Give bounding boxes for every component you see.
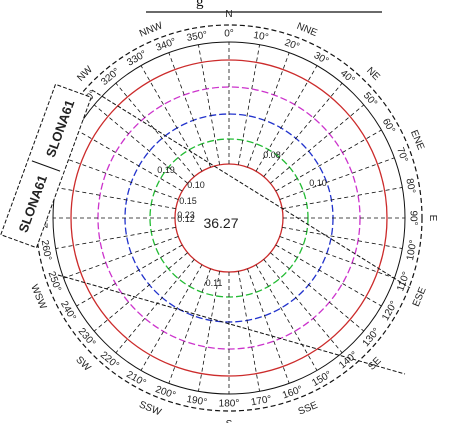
degree-label: 100° [405, 239, 419, 261]
degree-label: 250° [46, 270, 63, 293]
ring-frequency-label: 0.10 [187, 180, 205, 190]
spoke-line [237, 44, 260, 165]
degree-label: 0° [224, 29, 234, 40]
spoke-line [76, 244, 183, 307]
cardinal-label: SW [73, 354, 93, 374]
spoke-line [198, 44, 221, 165]
degree-label: 180° [219, 399, 240, 410]
spoke-line [63, 157, 179, 200]
spoke-line [63, 236, 179, 279]
spoke-line [270, 252, 365, 332]
spoke-line [115, 82, 195, 177]
spoke-line [140, 264, 203, 371]
spoke-line [168, 52, 211, 168]
degree-label: 330° [125, 49, 148, 69]
spoke-line [168, 268, 211, 384]
ring-frequency-label: 0.12 [177, 214, 195, 224]
spoke-line [55, 187, 176, 210]
spoke-line [93, 104, 188, 184]
spoke-line [140, 65, 203, 172]
spoke-line [76, 129, 183, 192]
spoke-line [237, 271, 260, 392]
degree-label: 170° [250, 394, 272, 408]
cardinal-label: SSW [137, 399, 163, 418]
cardinal-label: N [225, 9, 232, 20]
ring-label-group: 0.08 0.10 0.19 0.10 0.15 0.230.12 0.11 [157, 150, 327, 288]
degree-label: 70° [394, 146, 410, 164]
cardinal-label: ESE [411, 285, 429, 308]
spoke-line [55, 226, 176, 249]
degree-label: 20° [283, 37, 301, 53]
degree-label: 190° [186, 394, 208, 408]
frame-outer-ring [35, 24, 423, 412]
calm-value: 36.27 [203, 215, 238, 231]
legend-box: SLONA61 SLONA61 [0, 83, 92, 249]
cardinal-label: NW [75, 64, 95, 84]
degree-label: 160° [281, 384, 304, 401]
degree-label: 220° [98, 350, 121, 372]
spoke-line [279, 157, 395, 200]
ring-frequency-label: 0.15 [179, 196, 197, 206]
spoke-line [93, 252, 188, 332]
spoke-line [247, 52, 290, 168]
cardinal-label: SE [366, 355, 383, 372]
ring-frequency-label: 0.08 [263, 150, 281, 160]
cardinal-label: ENE [408, 129, 426, 153]
spoke-line [247, 268, 290, 384]
cardinal-label: NE [364, 65, 382, 83]
frequency-ring-1 [70, 59, 388, 377]
title-fragment: g [196, 0, 204, 10]
spoke-line [275, 129, 382, 192]
spoke-line [115, 259, 195, 354]
degree-label: 140° [337, 350, 360, 372]
degree-label: 90° [408, 210, 419, 225]
cardinal-label: E [427, 215, 438, 222]
ring-frequency-label: 0.11 [206, 278, 223, 288]
spoke-line [282, 226, 403, 249]
spoke-line [263, 82, 343, 177]
ring-frequency-label: 0.19 [157, 165, 175, 175]
ring-frequency-label: 0.23 [177, 210, 195, 220]
degree-label: 200° [154, 384, 177, 401]
spoke-group [53, 42, 405, 394]
ring-frequency-label: 0.10 [309, 178, 327, 188]
degree-label: 350° [186, 30, 208, 44]
degree-label: 10° [253, 30, 270, 43]
cardinal-label: WSW [28, 283, 48, 311]
cardinal-label: SSE [297, 400, 320, 418]
spoke-line [275, 244, 382, 307]
legend-divider [31, 160, 61, 172]
spoke-line [255, 264, 318, 371]
spoke-line [263, 259, 343, 354]
spoke-line [279, 236, 395, 279]
spoke-line [255, 65, 318, 172]
degree-label: 130° [361, 326, 383, 349]
degree-label: 80° [403, 178, 416, 195]
spoke-line [282, 187, 403, 210]
degree-label: 110° [395, 270, 412, 293]
diagonal-line-lower [57, 274, 406, 375]
spoke-line [198, 271, 221, 392]
cardinal-label: S [226, 419, 233, 423]
cardinal-label: NNE [295, 21, 319, 39]
cardinal-label: NNW [138, 20, 165, 40]
degree-label: 320° [99, 66, 122, 88]
degree-label: 260° [39, 239, 53, 261]
spoke-line [270, 104, 365, 184]
degree-label: 230° [76, 326, 98, 349]
diagonal-line-upper [91, 89, 411, 289]
